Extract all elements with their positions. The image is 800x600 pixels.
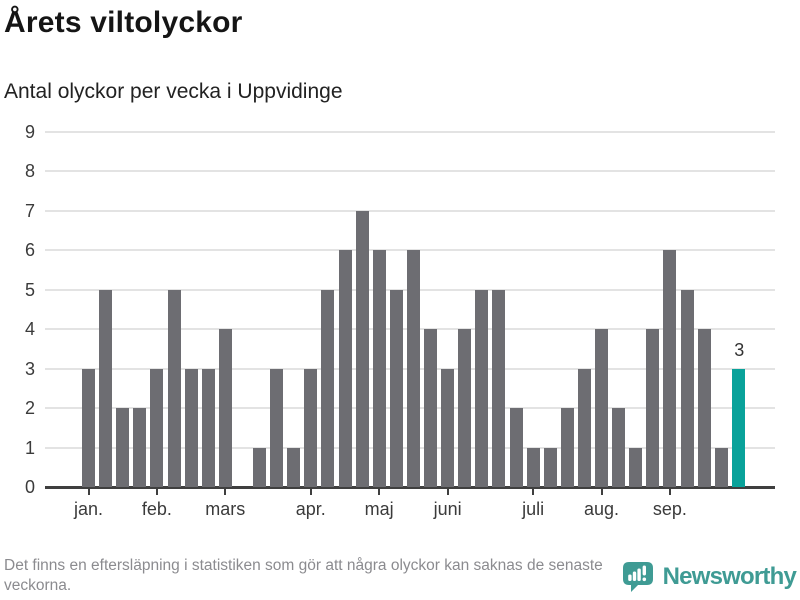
x-axis-label-feb: feb. xyxy=(141,499,172,519)
bar-week-38 xyxy=(714,447,728,487)
bar-week-12 xyxy=(270,368,284,487)
x-axis-label-aug: aug. xyxy=(583,499,620,519)
x-tick-sep xyxy=(668,488,671,495)
newsworthy-brand: Newsworthy xyxy=(621,560,797,594)
bar-week-16 xyxy=(338,250,352,487)
bar-week-20 xyxy=(406,250,420,487)
bar-week-14 xyxy=(304,368,318,487)
bar-week-24 xyxy=(475,289,489,487)
chart-title: Årets viltolyckor xyxy=(4,6,243,39)
x-axis-label-mars: mars xyxy=(205,499,246,519)
bar-week-29 xyxy=(560,408,574,487)
x-axis-label-apr: apr. xyxy=(295,499,326,519)
bar-week-4 xyxy=(133,408,147,487)
bar-week-17 xyxy=(355,210,369,487)
x-tick-jan xyxy=(87,488,90,495)
bar-week-18 xyxy=(372,250,386,487)
bar-week-15 xyxy=(321,289,335,487)
gridline-y7 xyxy=(45,209,775,212)
y-axis-label-1: 1 xyxy=(24,437,35,458)
y-axis-label-9: 9 xyxy=(24,122,35,142)
x-tick-feb xyxy=(155,488,158,495)
x-axis-label-jan: jan. xyxy=(73,499,104,519)
newsworthy-logo-icon xyxy=(622,562,653,592)
bar-week-37 xyxy=(697,329,711,487)
y-axis-label-3: 3 xyxy=(24,358,35,379)
y-axis-label-4: 4 xyxy=(24,319,35,340)
y-axis-label-5: 5 xyxy=(24,279,35,300)
bar-chart-plot-area: 0 1 2 3 4 5 6 7 8 9 jan. feb. mars apr. maj juni juli aug… xyxy=(25,122,775,519)
bar-week-5 xyxy=(150,368,164,487)
gridline-y9 xyxy=(45,131,775,133)
y-axis-label-8: 8 xyxy=(24,161,35,182)
bar-week-31 xyxy=(595,329,608,487)
x-axis-label-sep: sep. xyxy=(652,499,687,519)
bar-week-36 xyxy=(680,289,694,487)
y-axis-label-7: 7 xyxy=(24,200,35,221)
newsworthy-logo-text: Newsworthy xyxy=(662,563,797,590)
bar-week-2 xyxy=(99,289,113,487)
bar-week-30 xyxy=(577,368,591,487)
chart-subtitle: Antal olyckor per vecka i Uppvidinge xyxy=(4,80,343,103)
bar-week-23 xyxy=(458,329,472,487)
bar-week-28 xyxy=(543,447,557,487)
bar-week-34 xyxy=(646,329,660,487)
x-axis-label-maj: maj xyxy=(364,499,394,519)
x-tick-juli xyxy=(532,488,535,495)
bar-week-21 xyxy=(424,329,437,487)
bar-week-8 xyxy=(201,368,215,487)
x-tick-mars xyxy=(224,488,227,495)
bar-week-19 xyxy=(389,289,403,487)
bar-week-7 xyxy=(184,368,198,487)
x-tick-aug xyxy=(600,488,603,495)
y-axis-label-0: 0 xyxy=(24,477,35,497)
bar-week-9 xyxy=(218,329,232,487)
bar-week-25 xyxy=(492,289,506,487)
bar-week-3 xyxy=(116,408,130,487)
bar-week-11 xyxy=(253,447,266,487)
bar-week-13 xyxy=(287,447,301,487)
bar-week-26 xyxy=(509,408,523,487)
y-axis-label-6: 6 xyxy=(24,240,35,261)
x-axis-label-juni: juni xyxy=(433,499,462,519)
last-bar-value-label: 3 xyxy=(734,339,745,360)
bar-week-33 xyxy=(629,447,643,487)
bar-week-6 xyxy=(167,289,181,487)
bar-week-27 xyxy=(526,447,540,487)
bar-week-22 xyxy=(441,368,455,487)
x-axis-line xyxy=(45,486,775,489)
x-tick-maj xyxy=(378,488,381,495)
highlighted-bar-week-39 xyxy=(731,368,745,487)
bar-week-1 xyxy=(82,368,95,487)
bar-week-35 xyxy=(663,250,677,487)
x-axis-label-juli: juli xyxy=(522,499,545,519)
bar-week-32 xyxy=(612,408,626,487)
y-axis-label-2: 2 xyxy=(24,398,35,419)
footnote-text: Det finns en eftersläpning i statistiken… xyxy=(4,557,603,595)
chart-footer: Det finns en eftersläpning i statistiken… xyxy=(4,556,797,597)
x-tick-juni xyxy=(446,488,449,495)
x-tick-apr xyxy=(309,488,312,495)
gridline-y8 xyxy=(45,170,775,173)
